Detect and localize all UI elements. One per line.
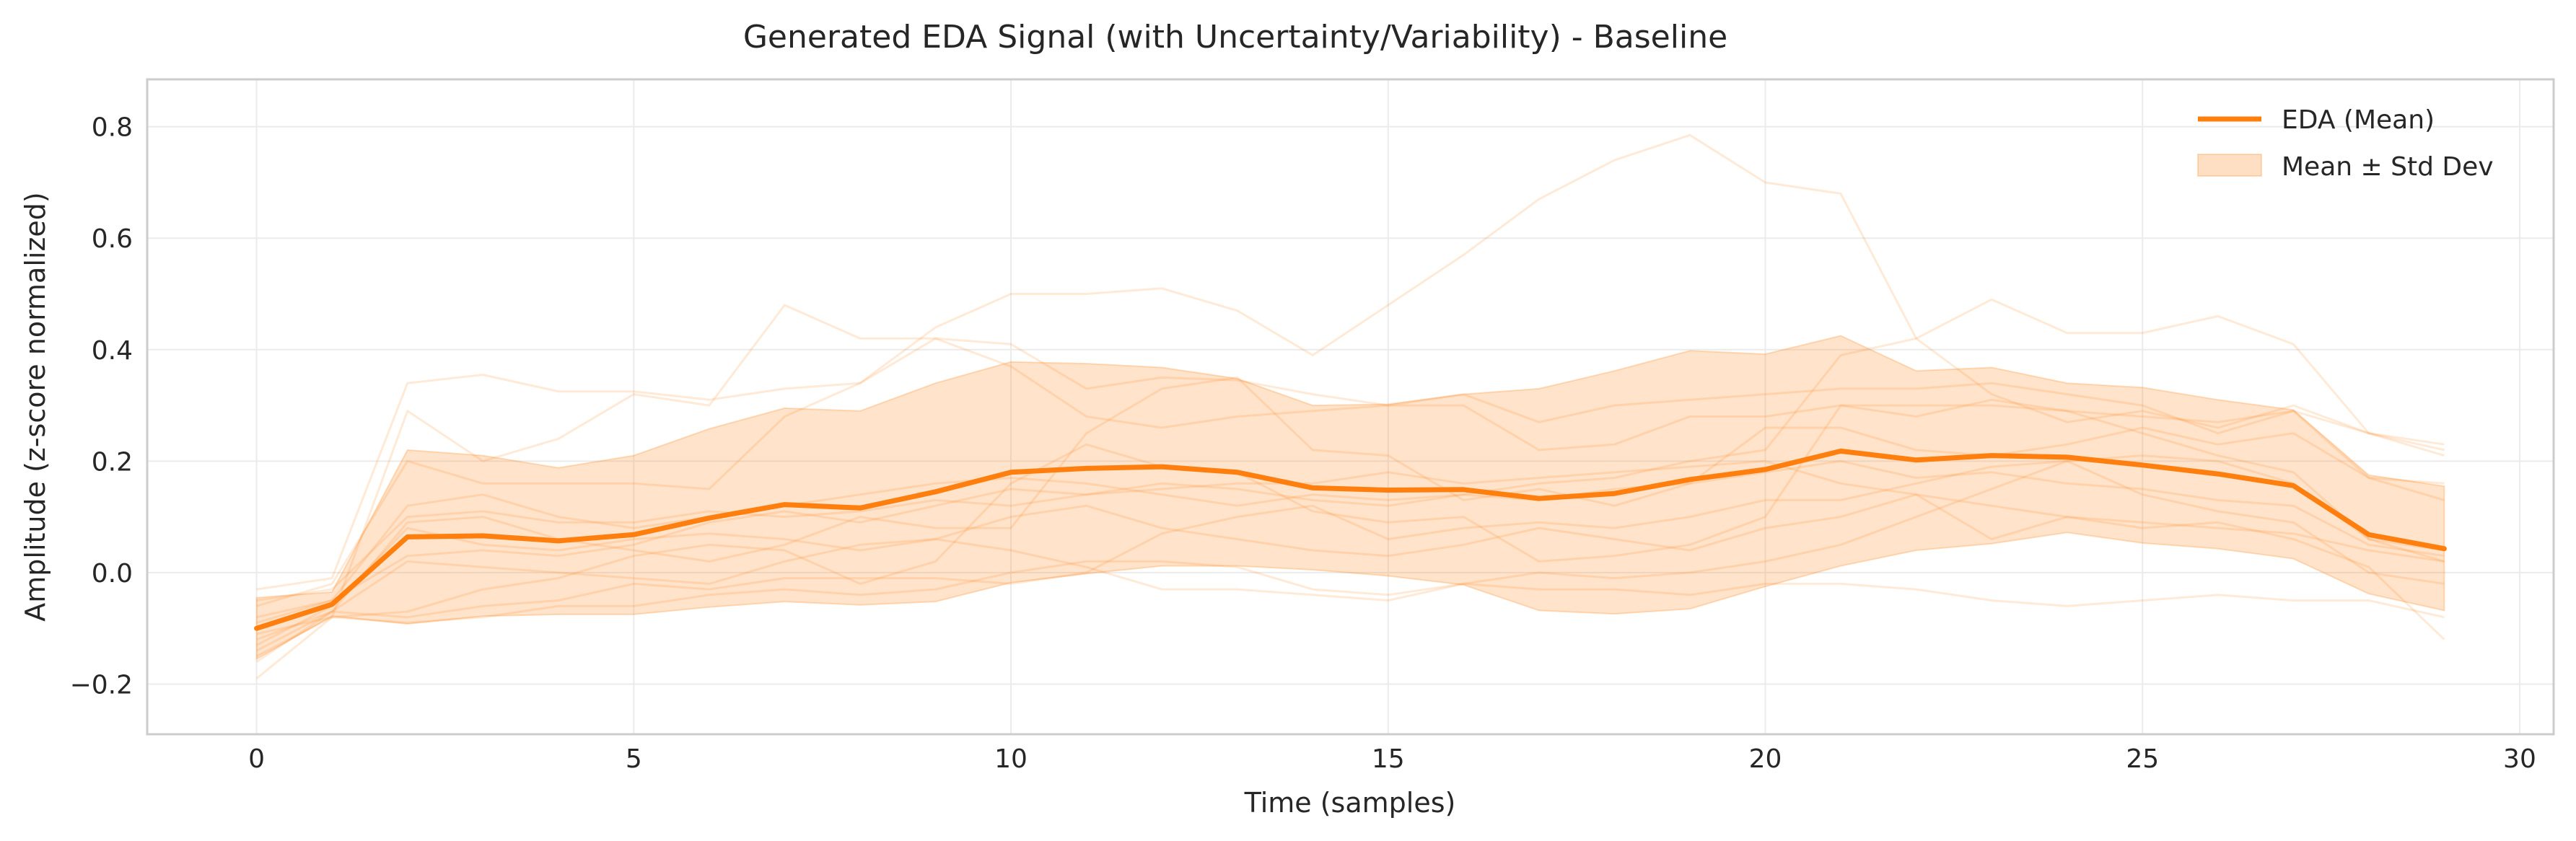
legend: EDA (Mean) Mean ± Std Dev (2197, 105, 2494, 182)
sample-trace-4 (256, 376, 2445, 641)
y-tick-label-4: 0.6 (92, 224, 133, 254)
y-tick-label-3: 0.4 (92, 336, 133, 366)
y-tick-label-2: 0.2 (92, 447, 133, 477)
x-tick-label-1: 5 (626, 744, 642, 774)
y-tick-label-0: −0.2 (70, 670, 133, 700)
eda-mean-line (254, 448, 2447, 631)
sample-trace-9 (255, 493, 2445, 646)
legend-mean-label: EDA (Mean) (2282, 105, 2435, 135)
grid-lines (147, 79, 2554, 734)
y-tick-labels: −0.2 0.0 0.2 0.4 0.6 0.8 (70, 113, 133, 700)
sample-trace-5 (255, 404, 2445, 658)
x-tick-label-3: 15 (1372, 744, 1405, 774)
x-tick-label-5: 25 (2126, 744, 2159, 774)
std-band-layer (255, 335, 2445, 661)
x-tick-labels: 0 5 10 15 20 25 30 (248, 744, 2536, 774)
y-tick-label-5: 0.8 (92, 113, 133, 143)
x-tick-label-0: 0 (248, 744, 265, 774)
x-tick-label-4: 20 (1749, 744, 1782, 774)
sample-trace-3 (256, 298, 2445, 624)
y-axis-label: Amplitude (z-score normalized) (19, 192, 51, 621)
std-dev-band (255, 335, 2445, 661)
plot-frame (146, 78, 2555, 736)
x-tick-label-2: 10 (994, 744, 1028, 774)
chart-title: Generated EDA Signal (with Uncertainty/V… (743, 19, 1727, 56)
sample-trace-11 (256, 459, 2445, 619)
x-axis-label: Time (samples) (1244, 787, 1456, 819)
sample-trace-2 (256, 133, 2445, 607)
sample-trace-0 (256, 337, 2445, 591)
legend-band-swatch (2197, 154, 2262, 177)
sample-trace-7 (256, 459, 2445, 635)
y-tick-label-1: 0.0 (92, 559, 133, 589)
x-tick-label-6: 30 (2503, 744, 2536, 774)
legend-band-label: Mean ± Std Dev (2282, 152, 2494, 182)
sample-trace-10 (256, 459, 2445, 602)
sample-trace-8 (255, 538, 2445, 652)
sample-trace-1 (255, 304, 2445, 679)
mean-line-layer (254, 448, 2447, 631)
